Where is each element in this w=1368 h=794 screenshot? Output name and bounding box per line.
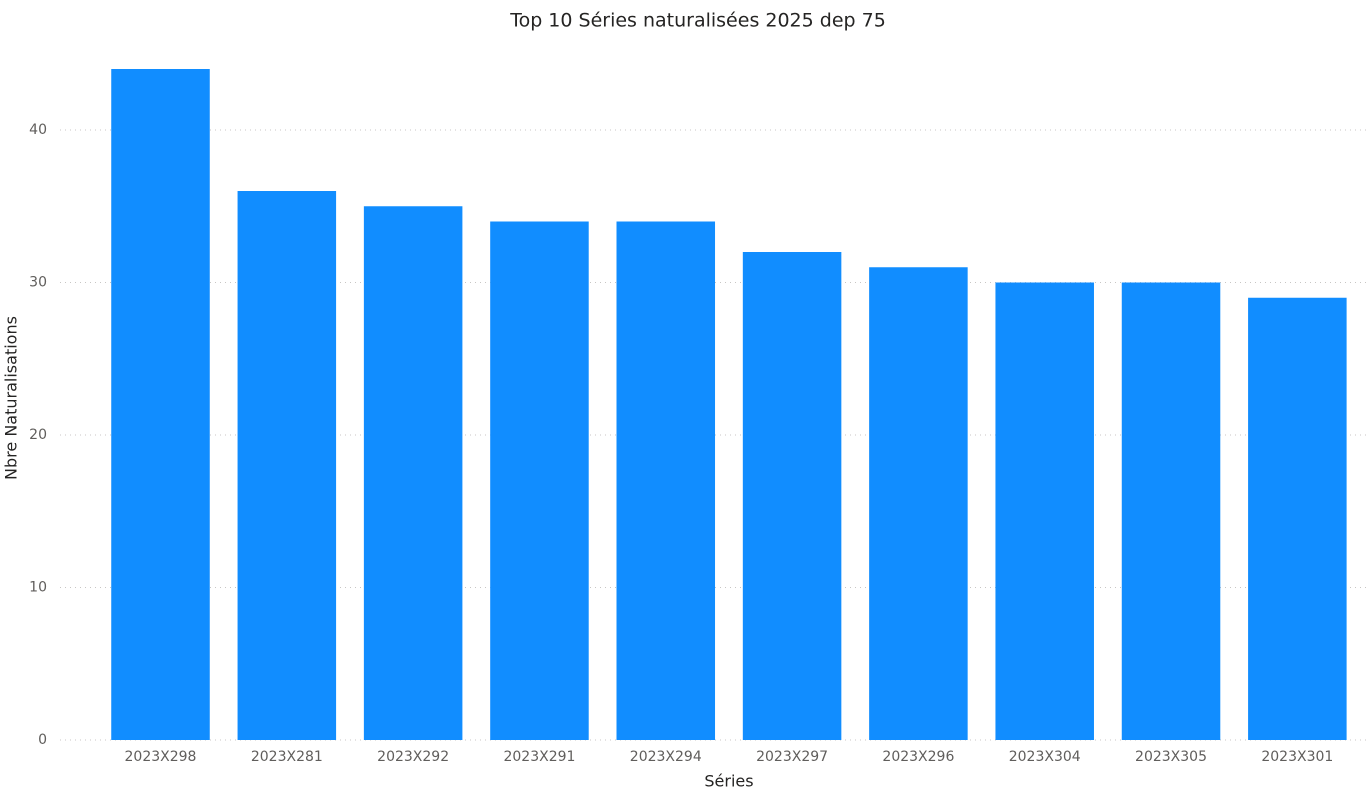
y-tick-label: 0: [38, 732, 47, 748]
x-tick-label: 2023X281: [251, 749, 323, 765]
x-tick-label: 2023X297: [756, 749, 828, 765]
x-axis-title: Séries: [704, 772, 753, 791]
x-tick-label: 2023X301: [1261, 749, 1333, 765]
x-tick-label: 2023X291: [503, 749, 575, 765]
x-tick-label: 2023X304: [1009, 749, 1081, 765]
bar: [1121, 282, 1221, 740]
y-tick-label: 40: [29, 122, 47, 138]
bar: [995, 282, 1094, 740]
bar: [742, 252, 842, 740]
bar: [1248, 297, 1347, 740]
y-axis-title: Nbre Naturalisations: [2, 316, 21, 480]
y-tick-label: 20: [29, 427, 47, 443]
bar: [363, 206, 463, 740]
x-tick-label: 2023X296: [882, 749, 954, 765]
bar: [616, 221, 716, 740]
bar: [237, 191, 337, 740]
y-tick-label: 30: [29, 275, 47, 291]
bar: [111, 69, 210, 740]
bar: [490, 221, 589, 740]
x-tick-label: 2023X294: [630, 749, 702, 765]
x-tick-label: 2023X298: [125, 749, 197, 765]
y-tick-label: 10: [29, 580, 47, 596]
x-tick-label: 2023X292: [377, 749, 449, 765]
x-tick-label: 2023X305: [1135, 749, 1207, 765]
chart-title: Top 10 Séries naturalisées 2025 dep 75: [509, 10, 886, 32]
bar: [869, 267, 968, 740]
